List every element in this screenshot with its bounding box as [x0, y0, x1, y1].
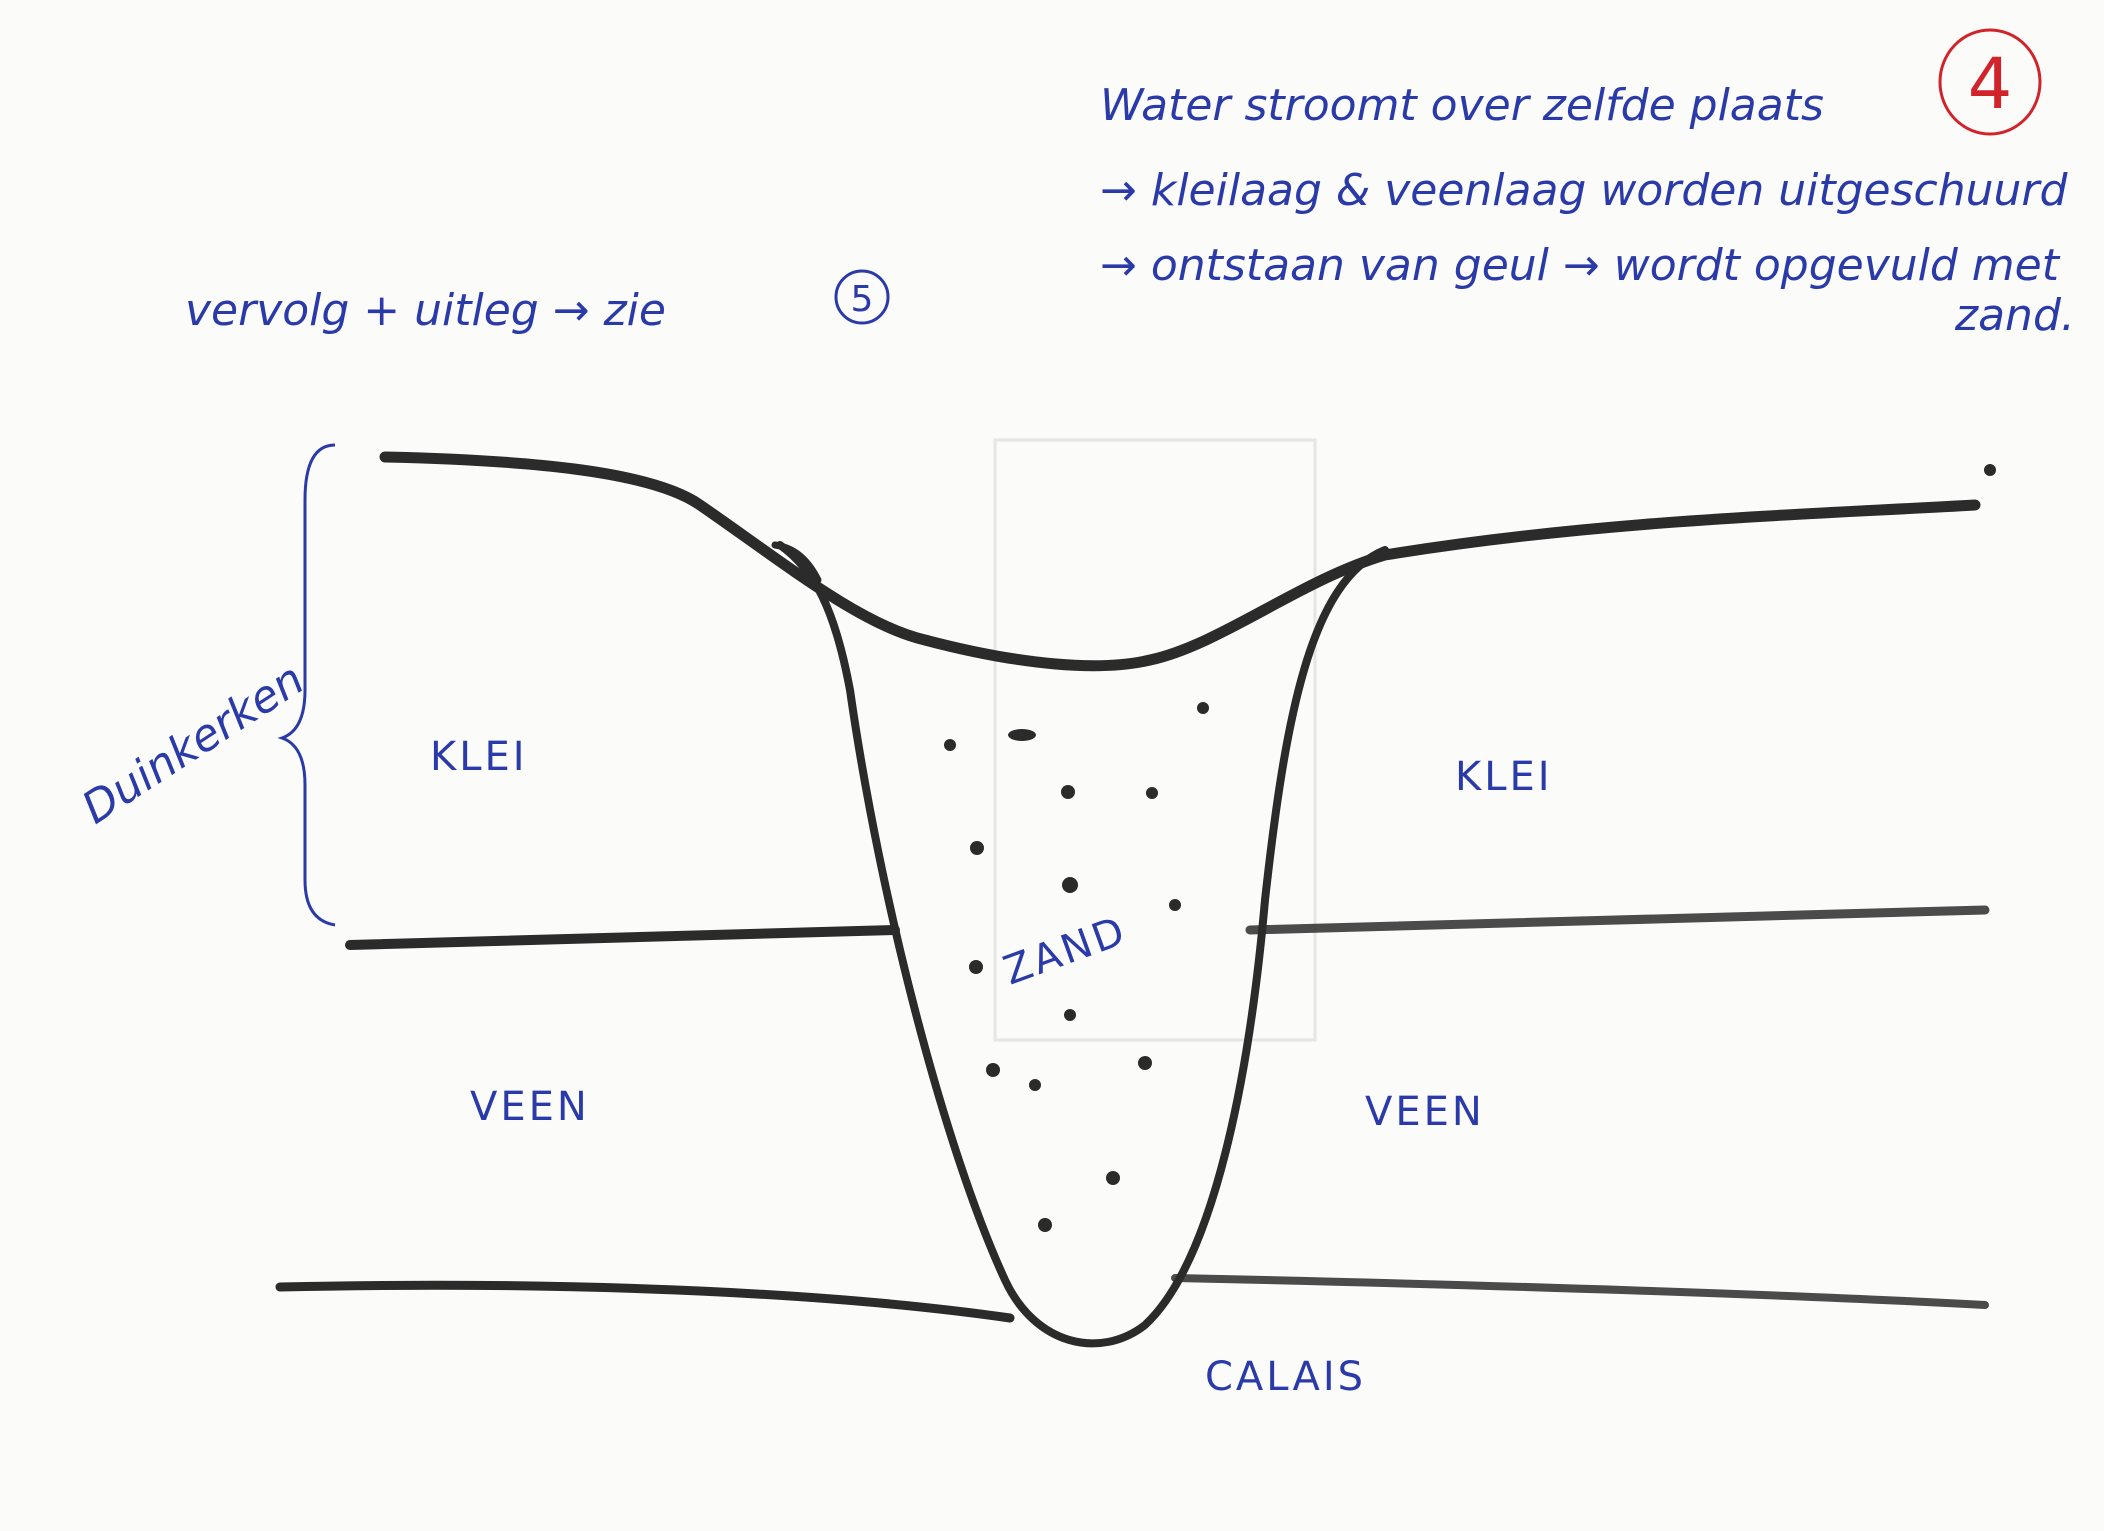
- follow-up-text: vervolg + uitleg → zie: [185, 285, 666, 336]
- peat-base-boundary-left: [275, 1280, 1015, 1323]
- duinkerken-bracket: Duinkerken: [73, 443, 336, 927]
- clay-peat-boundary-left: [345, 925, 900, 950]
- bracket-label: Duinkerken: [73, 654, 313, 835]
- sand-dot: [1064, 1009, 1076, 1021]
- sand-dot: [1169, 899, 1181, 911]
- sand-dot: [1146, 787, 1158, 799]
- label-base: CALAIS: [1205, 1354, 1366, 1400]
- label-clay-left: KLEI: [430, 734, 528, 780]
- notes-block: Water stroomt over zelfde plaats → kleil…: [1100, 80, 2075, 341]
- bleed-through-frame: [993, 438, 1317, 1042]
- sand-dot: [969, 960, 983, 974]
- curly-brace: [277, 443, 336, 927]
- channel-lip: [771, 541, 822, 584]
- page-number: 4: [1968, 43, 2013, 125]
- stray-dot: [1984, 464, 1996, 476]
- sand-dot: [1106, 1171, 1120, 1185]
- sand-dot: [1061, 785, 1075, 799]
- sand-dot: [986, 1063, 1000, 1077]
- surface-line: [379, 451, 1981, 672]
- sand-dot: [1008, 729, 1036, 741]
- sand-dot: [1038, 1218, 1052, 1232]
- note-line-3: → ontstaan van geul → wordt opgevuld met: [1100, 240, 2061, 291]
- sand-dot: [970, 841, 984, 855]
- note-line-1: Water stroomt over zelfde plaats: [1100, 80, 1824, 131]
- sand-dot: [1138, 1056, 1152, 1070]
- peat-base-boundary-right: [1171, 1274, 1989, 1309]
- follow-up-ref: 5: [851, 279, 874, 320]
- label-clay-right: KLEI: [1455, 754, 1553, 800]
- follow-up-note: vervolg + uitleg → zie 5: [185, 269, 890, 336]
- sand-dot: [1029, 1079, 1041, 1091]
- label-peat-right: VEEN: [1365, 1089, 1485, 1135]
- label-sand: ZAND: [998, 908, 1134, 995]
- note-line-2: → kleilaag & veenlaag worden uitgeschuur…: [1100, 165, 2068, 216]
- sand-dot: [1062, 877, 1078, 893]
- note-line-4: zand.: [1954, 290, 2075, 341]
- channel-outline: [776, 541, 1389, 1348]
- follow-up-circle: [834, 269, 890, 325]
- sand-dots: [944, 464, 1996, 1232]
- sand-dot: [1197, 702, 1209, 714]
- sand-dot: [944, 739, 956, 751]
- label-peat-left: VEEN: [470, 1084, 590, 1130]
- strata: [275, 451, 1990, 1323]
- page-number-badge: 4: [1938, 28, 2042, 136]
- page-number-circle: [1938, 28, 2042, 136]
- clay-peat-boundary-right: [1245, 905, 1990, 935]
